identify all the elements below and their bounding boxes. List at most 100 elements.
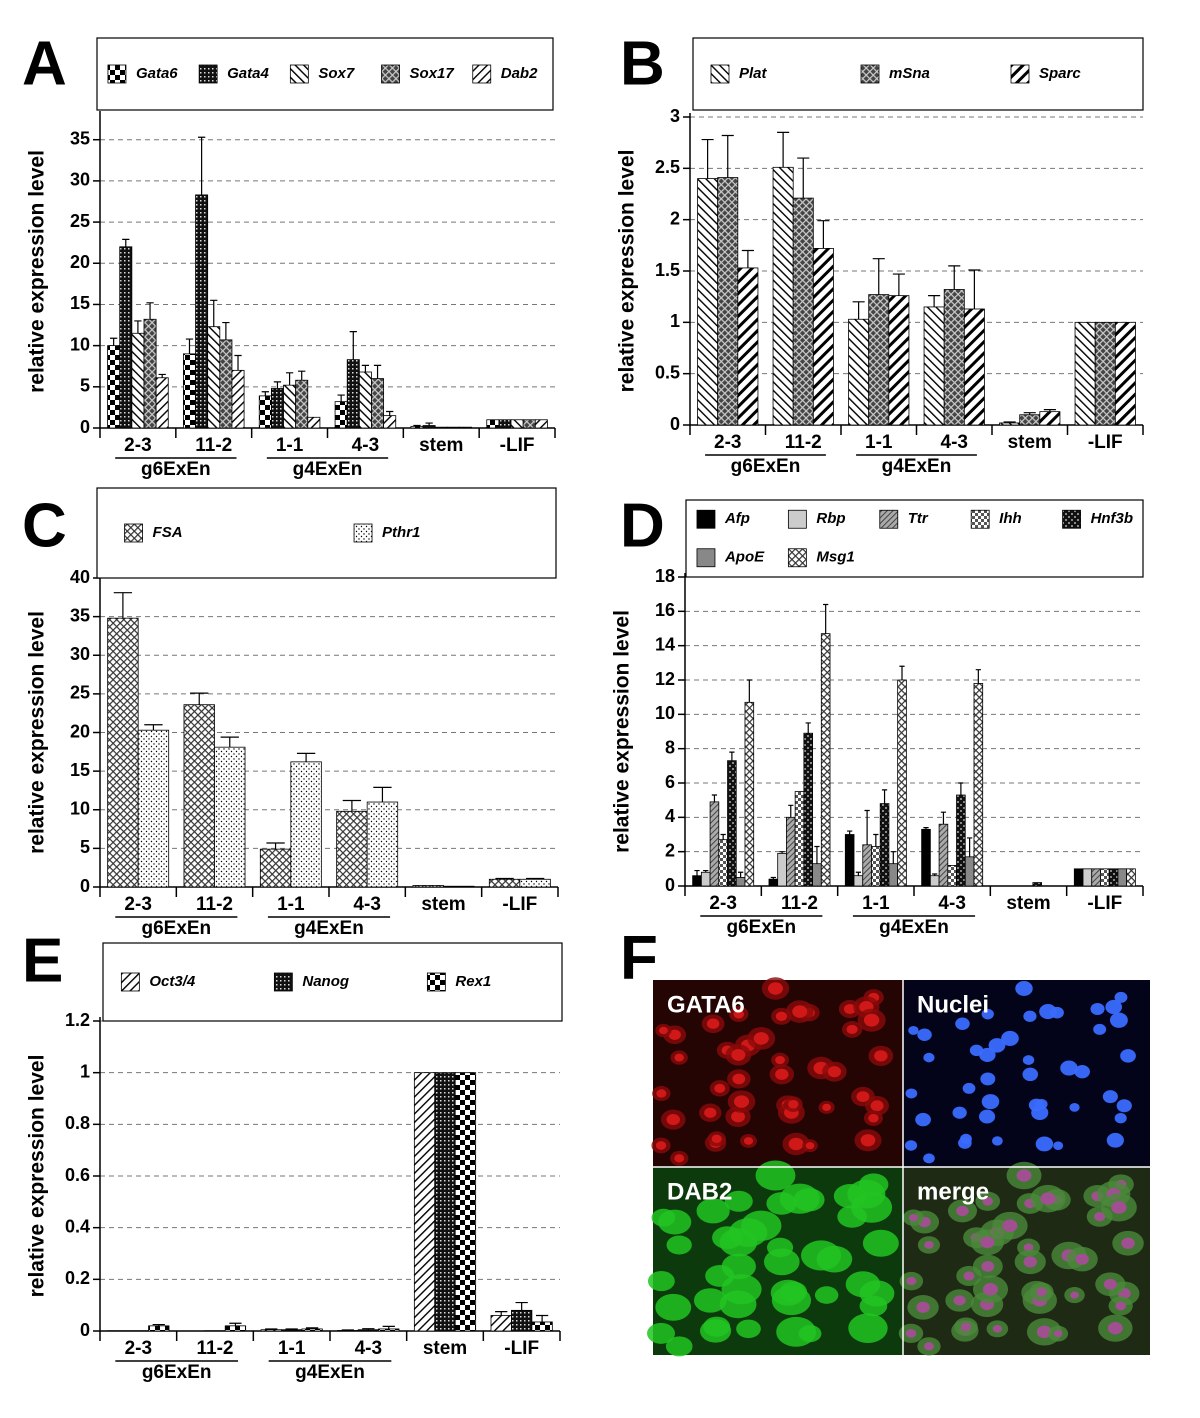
nucleus <box>1069 1102 1080 1112</box>
bar <box>803 732 813 887</box>
nucleus <box>827 1066 842 1078</box>
legend-box <box>96 487 557 579</box>
nucleus <box>1016 1169 1032 1182</box>
bar <box>195 194 209 429</box>
nucleus <box>904 1140 918 1151</box>
bar <box>522 419 536 429</box>
bar <box>307 416 321 429</box>
bar <box>231 369 245 429</box>
y-tick-label: 12 <box>655 669 675 689</box>
legend-swatch <box>426 972 446 992</box>
error-bar <box>721 134 734 178</box>
cell <box>703 1316 731 1337</box>
error-bar <box>729 751 735 761</box>
legend-label: Sparc <box>1039 65 1081 82</box>
nucleus <box>792 1005 808 1018</box>
bar <box>207 326 221 429</box>
nucleus <box>955 1017 970 1030</box>
bar <box>794 791 805 887</box>
error-bar <box>185 338 194 354</box>
nucleus <box>788 1137 804 1151</box>
group-label: g6ExEn <box>142 1362 212 1383</box>
x-tick-label: 1-1 <box>862 893 890 914</box>
nucleus <box>674 1053 684 1062</box>
y-tick-label: 15 <box>70 760 90 780</box>
nucleus <box>988 1038 1006 1053</box>
bar <box>148 1325 170 1332</box>
bar <box>718 839 728 887</box>
cell <box>665 1336 693 1357</box>
legend-swatch <box>124 523 143 543</box>
nucleus <box>1107 1322 1123 1335</box>
bar <box>786 816 796 887</box>
nucleus <box>979 1047 996 1062</box>
nucleus <box>1111 1200 1127 1214</box>
group-label: g4ExEn <box>879 917 949 938</box>
legend-label: Ihh <box>999 510 1022 527</box>
nucleus <box>1070 1291 1079 1299</box>
bar <box>1074 321 1096 426</box>
y-tick-label: 8 <box>665 737 675 757</box>
bar <box>973 683 984 887</box>
bar <box>107 345 121 429</box>
nucleus <box>731 1110 745 1123</box>
legend-swatch <box>472 64 492 84</box>
error-bar <box>741 249 754 268</box>
nucleus <box>1023 1010 1037 1022</box>
legend-label: Nanog <box>302 973 349 990</box>
cell <box>763 1248 800 1276</box>
y-axis-label: relative expression level <box>611 610 634 853</box>
y-axis-label: relative expression level <box>26 611 49 854</box>
legend-swatch <box>1062 509 1081 529</box>
bar <box>1019 414 1041 426</box>
bar <box>258 395 272 429</box>
error-bar <box>817 220 830 249</box>
legend-swatch <box>198 64 218 84</box>
error-bar <box>814 845 820 864</box>
bar <box>259 848 292 888</box>
error-bar <box>852 301 865 320</box>
nucleus <box>1002 1219 1018 1233</box>
bar <box>459 426 472 429</box>
nucleus <box>868 1113 879 1123</box>
legend-label: Gata6 <box>136 65 178 82</box>
error-bar <box>285 372 294 386</box>
error-bar <box>298 370 306 381</box>
nucleus <box>732 1073 746 1085</box>
x-tick-label: 1-1 <box>865 432 893 453</box>
legend-box <box>692 37 1144 111</box>
error-bar <box>386 410 394 416</box>
nucleus <box>1109 1012 1128 1028</box>
nucleus <box>775 1068 789 1080</box>
cell <box>798 1325 822 1343</box>
nucleus <box>923 1342 934 1351</box>
error-bar <box>873 833 879 847</box>
x-tick-label: 1-1 <box>278 1338 306 1359</box>
quadrant-label: DAB2 <box>667 1178 732 1205</box>
x-tick-label: 2-3 <box>709 893 736 914</box>
y-axis-label: relative expression level <box>616 150 639 393</box>
nucleus <box>805 1142 815 1150</box>
y-tick-label: 1.5 <box>655 260 680 280</box>
y-tick-label: 0 <box>80 876 90 896</box>
nucleus <box>1022 1067 1039 1082</box>
nucleus <box>1053 1330 1063 1338</box>
x-tick-label: stem <box>421 894 465 915</box>
bar <box>1117 868 1128 887</box>
error-bar <box>928 295 941 307</box>
legend-swatch <box>381 64 400 84</box>
x-tick-label: stem <box>1006 893 1050 914</box>
nucleus <box>1115 1301 1126 1311</box>
nucleus <box>1103 1278 1117 1290</box>
legend-label: Oct3/4 <box>149 973 196 990</box>
x-tick-label: 4-3 <box>355 1338 382 1359</box>
y-tick-label: 15 <box>70 293 90 313</box>
nucleus <box>978 1109 996 1124</box>
cell <box>647 1322 675 1344</box>
bar <box>137 729 170 888</box>
bar <box>371 378 385 429</box>
y-tick-label: 40 <box>70 567 90 587</box>
nucleus <box>1001 1030 1019 1046</box>
bar <box>281 1329 303 1332</box>
nucleus <box>963 1271 975 1281</box>
